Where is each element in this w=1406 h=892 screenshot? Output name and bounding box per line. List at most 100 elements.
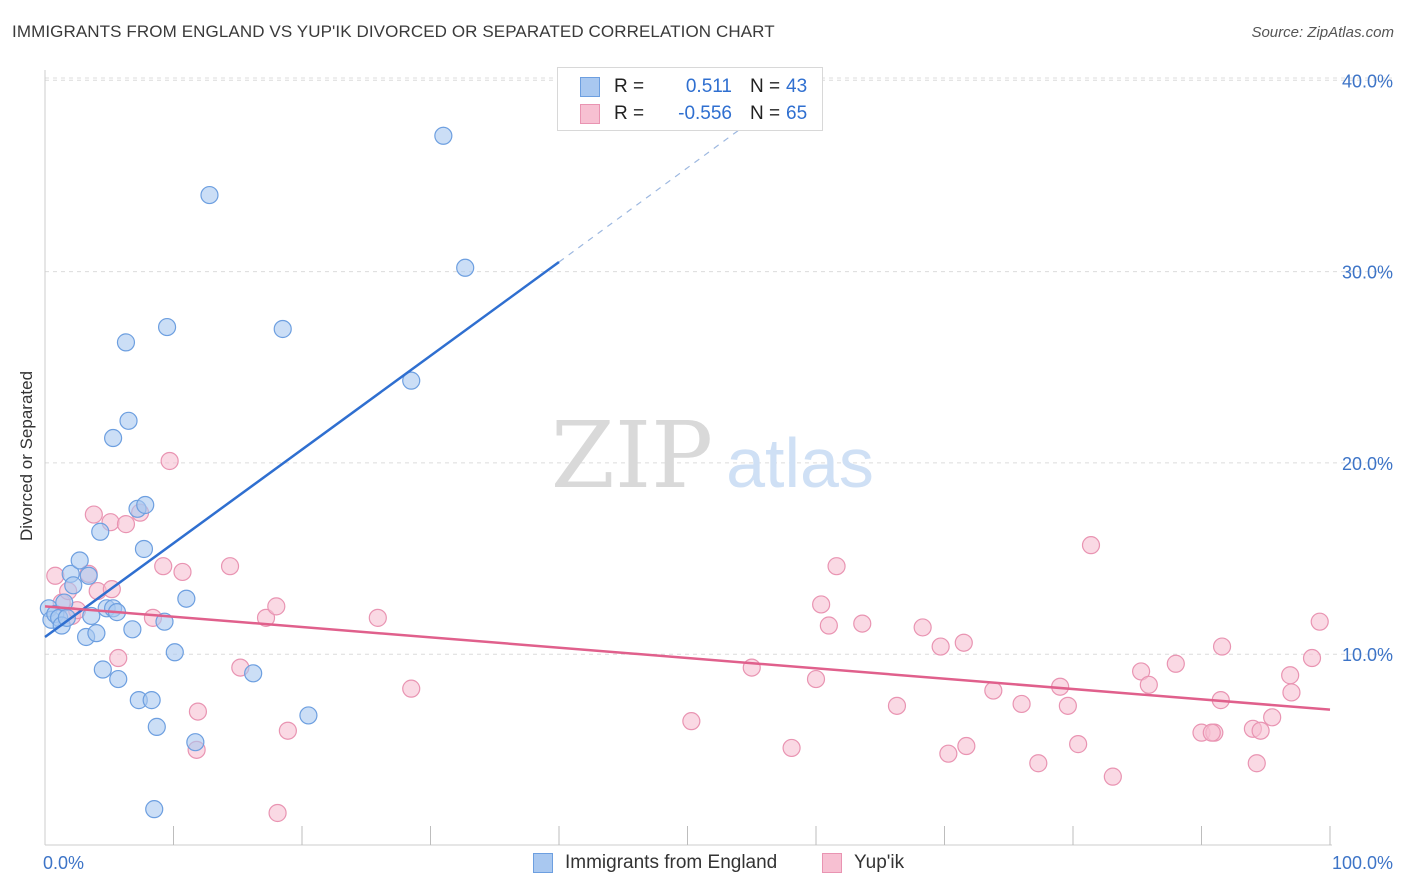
england-trend-extension	[558, 129, 740, 263]
yupik-point	[931, 637, 950, 656]
yupik-point	[1058, 696, 1077, 715]
england-point	[82, 606, 101, 626]
series-legend: Immigrants from England Yup'ik	[0, 852, 1406, 876]
england-point	[244, 664, 263, 683]
yupik-point	[402, 679, 421, 698]
england-point	[64, 576, 83, 595]
r-value: 0.511	[685, 76, 732, 97]
yupik-point	[1069, 735, 1088, 754]
r-label: R =	[614, 103, 645, 124]
yupik-point	[173, 562, 192, 582]
legend-swatch-england	[580, 77, 600, 97]
n-value: 65	[786, 103, 808, 124]
r-value: -0.556	[678, 103, 732, 124]
england-point	[93, 660, 112, 679]
england-point	[186, 733, 205, 752]
yupik-point	[1263, 708, 1282, 727]
england-point	[116, 333, 136, 352]
england-point	[145, 800, 164, 819]
yupik-point	[154, 557, 173, 576]
yupik-point	[957, 736, 976, 756]
yupik-point	[1139, 675, 1158, 694]
yupik-point	[954, 633, 973, 652]
grid-layer	[44, 70, 1392, 846]
yupik-point	[1247, 754, 1266, 773]
yupik-trend-line	[44, 605, 1331, 711]
x-tick-label: 100.0%	[1332, 853, 1393, 873]
yupik-point	[827, 557, 846, 576]
yupik-point	[1251, 721, 1270, 740]
england-point	[434, 126, 453, 145]
england-point	[165, 643, 184, 662]
yupik-point	[984, 681, 1003, 700]
yupik-point	[1302, 648, 1322, 668]
yupik-point	[1132, 662, 1151, 681]
england-point	[273, 319, 292, 339]
yupik-point	[887, 696, 907, 715]
legend-item-yupik[interactable]: Yup'ik	[822, 852, 904, 874]
legend-label-yupik: Yup'ik	[854, 852, 905, 873]
yupik-point	[116, 515, 136, 534]
england-point	[157, 317, 177, 337]
yupik-point	[46, 566, 65, 585]
yupik-point	[1029, 754, 1048, 773]
england-point	[142, 691, 161, 710]
yupik-point	[368, 608, 387, 627]
england-point	[456, 258, 475, 277]
yupik-point	[256, 608, 276, 627]
yupik-point	[819, 616, 838, 635]
correlation-legend: R = 0.511 N = 43 R = -0.556 N = 65	[557, 67, 823, 131]
yupik-point	[1281, 666, 1300, 685]
england-trend-line	[44, 261, 560, 638]
legend-item-england[interactable]: Immigrants from England	[533, 852, 777, 874]
n-value: 43	[786, 76, 808, 97]
legend-swatch-england	[533, 853, 553, 873]
yupik-point	[1081, 536, 1101, 555]
yupik-point	[939, 744, 958, 763]
yupik-point	[812, 595, 831, 614]
yupik-point	[913, 618, 932, 637]
england-point	[177, 589, 196, 608]
yupik-point	[1166, 654, 1185, 673]
england-point	[91, 522, 110, 541]
england-point	[136, 495, 155, 515]
ticks-layer: 10.0% 20.0% 30.0% 40.0% 0.0% 100.0%	[43, 71, 1393, 873]
england-point	[104, 428, 123, 448]
england-point	[134, 539, 154, 559]
y-axis-label: Divorced or Separated	[17, 370, 36, 542]
england-point	[299, 706, 318, 725]
y-tick-label: 40.0%	[1342, 71, 1393, 91]
england-point	[79, 566, 98, 585]
england-point	[87, 624, 106, 643]
yupik-point	[188, 702, 208, 721]
england-point	[402, 371, 421, 390]
yupik-point	[268, 803, 287, 823]
source-label: Source: ZipAtlas.com	[1251, 24, 1394, 41]
yupik-point	[782, 738, 801, 758]
england-point	[70, 551, 89, 570]
yupik-point	[1012, 694, 1031, 714]
trend-layer	[44, 129, 1331, 711]
yupik-point	[1282, 683, 1301, 702]
yupik-point	[160, 451, 179, 471]
chart-title: IMMIGRANTS FROM ENGLAND VS YUP'IK DIVORC…	[12, 22, 775, 41]
yupik-point	[109, 648, 128, 668]
yupik-point	[853, 614, 872, 633]
points-layer	[39, 126, 1329, 823]
legend-swatch-yupik	[822, 853, 842, 873]
x-tick-label: 0.0%	[43, 853, 84, 873]
legend-swatch-yupik	[580, 104, 600, 124]
n-label: N =	[750, 103, 781, 124]
yupik-point	[1310, 612, 1329, 631]
yupik-point	[1103, 767, 1122, 786]
n-label: N =	[750, 76, 781, 97]
yupik-point	[1202, 723, 1221, 742]
england-point	[119, 411, 138, 430]
yupik-point	[1212, 637, 1232, 656]
yupik-point	[806, 669, 826, 689]
yupik-point	[267, 597, 286, 616]
watermark-atlas: atlas	[726, 424, 874, 502]
england-point	[200, 185, 219, 205]
r-label: R =	[614, 76, 645, 97]
yupik-point	[682, 712, 701, 731]
